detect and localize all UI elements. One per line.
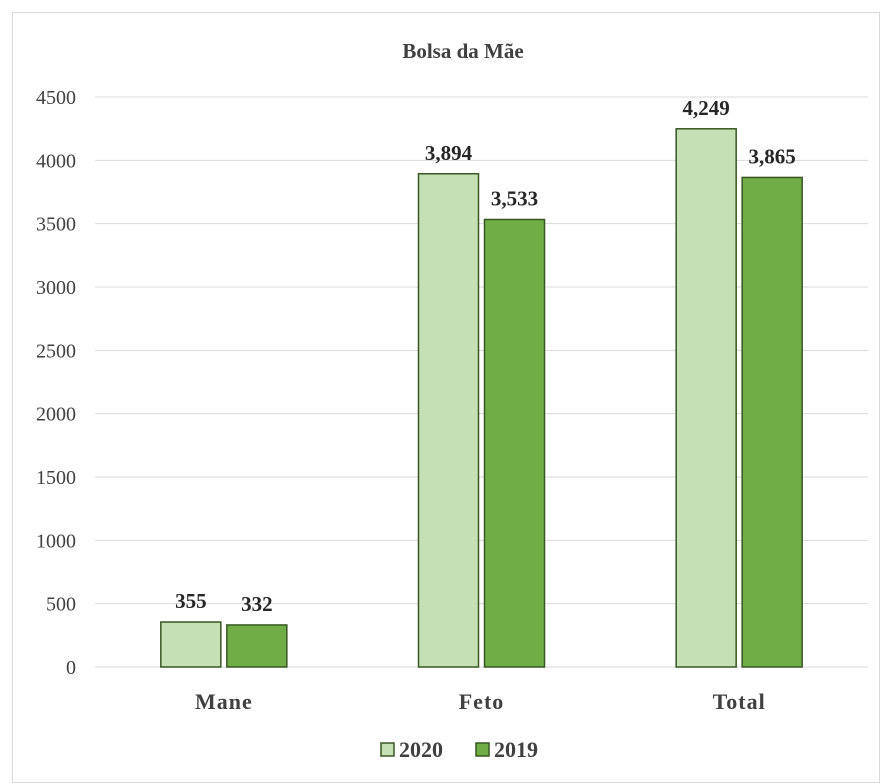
data-label: 332 (241, 592, 273, 616)
x-axis-tick-labels: Mane Feto Total (195, 689, 766, 714)
x-tick-label: Mane (195, 689, 253, 714)
data-label: 3,533 (491, 186, 538, 210)
data-label: 4,249 (683, 96, 730, 120)
y-tick-label: 1000 (36, 530, 76, 552)
y-tick-label: 4000 (36, 150, 76, 172)
y-tick-label: 500 (46, 594, 76, 616)
data-label: 3,894 (425, 141, 473, 165)
legend-swatch-2019 (475, 742, 490, 757)
data-labels: 355 332 3,894 3,533 4,249 3,865 (175, 96, 796, 616)
y-tick-label: 3500 (36, 214, 76, 236)
y-tick-label: 3000 (36, 277, 76, 299)
y-tick-label: 4500 (36, 87, 76, 109)
y-tick-label: 0 (66, 657, 76, 679)
data-label: 355 (175, 589, 207, 613)
bars (160, 128, 803, 668)
legend: 2020 2019 (380, 737, 538, 762)
x-tick-label: Feto (459, 689, 505, 714)
chart-title: Bolsa da Mãe (402, 39, 523, 63)
bar-2020-feto (417, 173, 480, 668)
y-tick-label: 2000 (36, 404, 76, 426)
y-tick-label: 2500 (36, 340, 76, 362)
bar-2019-feto (483, 218, 546, 668)
bar-2020-mane (160, 621, 222, 668)
gridlines (95, 96, 868, 668)
bar-2020-total (675, 128, 737, 668)
y-tick-label: 1500 (36, 467, 76, 489)
legend-label-2019: 2019 (494, 737, 538, 762)
legend-swatch-2020 (380, 742, 395, 757)
data-label: 3,865 (749, 144, 796, 168)
bar-2019-total (741, 176, 803, 668)
legend-label-2020: 2020 (399, 737, 443, 762)
bar-2019-mane (226, 624, 288, 668)
y-axis-tick-labels: 0 500 1000 1500 2000 2500 3000 3500 4000 4500 (36, 87, 76, 679)
x-tick-label: Total (713, 689, 766, 714)
